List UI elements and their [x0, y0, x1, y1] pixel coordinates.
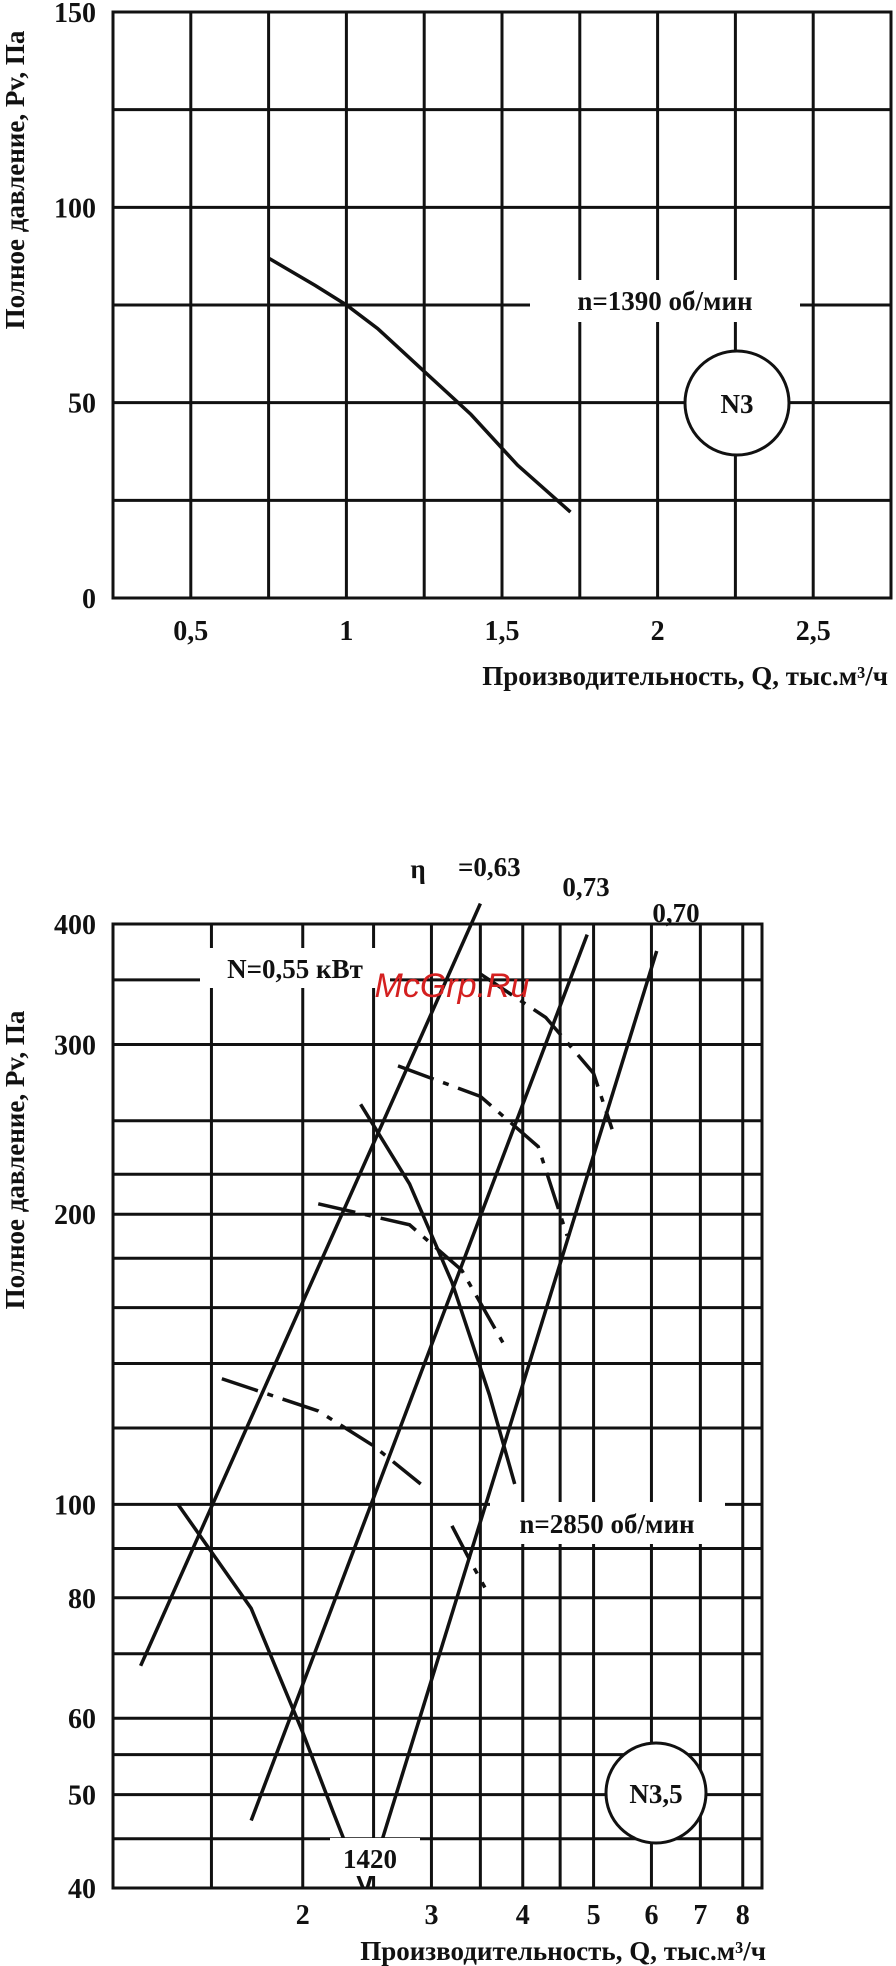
speed-high-label: n=2850 об/мин	[519, 1509, 694, 1539]
y-tick-label: 40	[68, 1874, 96, 1905]
x-axis-title: Производительность, Q, тыс.м³/ч	[482, 661, 888, 691]
speed-low-label: 1420	[343, 1844, 397, 1874]
efficiency-label-2: 0,73	[562, 872, 609, 902]
power-label: N=0,55 кВт	[227, 954, 363, 984]
x-tick-label: 8	[736, 1900, 750, 1931]
x-tick-label: 7	[693, 1900, 707, 1931]
y-tick-label: 60	[68, 1704, 96, 1735]
speed-label-bg	[530, 280, 800, 322]
model-circle	[604, 1741, 708, 1845]
pressure-curve-n1390	[267, 256, 572, 514]
efficiency-line-1	[139, 902, 482, 1667]
x-tick-label: 2	[296, 1900, 310, 1931]
y-tick-label: 150	[54, 0, 96, 29]
speed-low-label-bg	[330, 1838, 420, 1876]
power-curve-dashed-2	[317, 1202, 508, 1350]
chart-2-pressure-n35: 2 3 4 5 6 7 8 40 50 60 80 100 200 300 400 Производитель…	[0, 852, 766, 1966]
model-circle	[683, 349, 791, 457]
model-label: N3	[721, 389, 754, 419]
y-tick-label: 400	[54, 910, 96, 941]
chart-1-pressure-n3: 0,5 1 1,5 2 2,5 0 50 100 150 Производительность, …	[0, 0, 893, 691]
eta-symbol: η	[410, 854, 425, 884]
efficiency-line-3	[365, 950, 659, 1888]
y-axis-title: Полное давление, Pv, Па	[0, 30, 30, 329]
y-tick-label: 100	[54, 1490, 96, 1521]
power-curve-dashed-5	[450, 1525, 487, 1589]
y-tick-label: 50	[68, 1781, 96, 1812]
plot-frame	[111, 922, 764, 1890]
efficiency-label-3: 0,70	[652, 898, 699, 928]
model-label: N3,5	[629, 1779, 682, 1809]
x-tick-label: 0,5	[173, 616, 208, 647]
x-tick-label: 4	[516, 1900, 530, 1931]
y-tick-label: 80	[68, 1584, 96, 1615]
x-tick-label: 1	[339, 616, 353, 647]
x-tick-label: 2,5	[796, 616, 831, 647]
y-tick-label: 100	[54, 193, 96, 224]
curves-group	[139, 902, 659, 1888]
plot-frame	[111, 10, 893, 600]
power-label-bg	[200, 948, 390, 988]
x-tick-label: 1,5	[485, 616, 520, 647]
x-tick-label: 6	[644, 1900, 658, 1931]
pressure-curve-1	[359, 1103, 517, 1485]
power-curve-dashed-4	[479, 972, 614, 1130]
power-curve-dashed-3	[397, 1064, 569, 1237]
y-axis-title: Полное давление, Pv, Па	[0, 1010, 30, 1309]
efficiency-line-2	[249, 933, 589, 1822]
x-tick-label: 2	[651, 616, 665, 647]
speed-high-label-bg	[490, 1502, 725, 1544]
x-tick-label: 5	[587, 1900, 601, 1931]
y-tick-label: 0	[82, 584, 96, 615]
x-tick-label: 3	[424, 1900, 438, 1931]
y-tick-label: 50	[68, 389, 96, 420]
watermark-text: McGrp.Ru	[375, 967, 530, 1005]
y-tick-label: 300	[54, 1030, 96, 1061]
y-tick-label: 200	[54, 1200, 96, 1231]
x-axis-title: Производительность, Q, тыс.м³/ч	[360, 1936, 766, 1966]
efficiency-label-1: =0,63	[458, 852, 521, 882]
power-curve-dashed-1	[221, 1377, 422, 1486]
speed-label: n=1390 об/мин	[577, 286, 752, 316]
